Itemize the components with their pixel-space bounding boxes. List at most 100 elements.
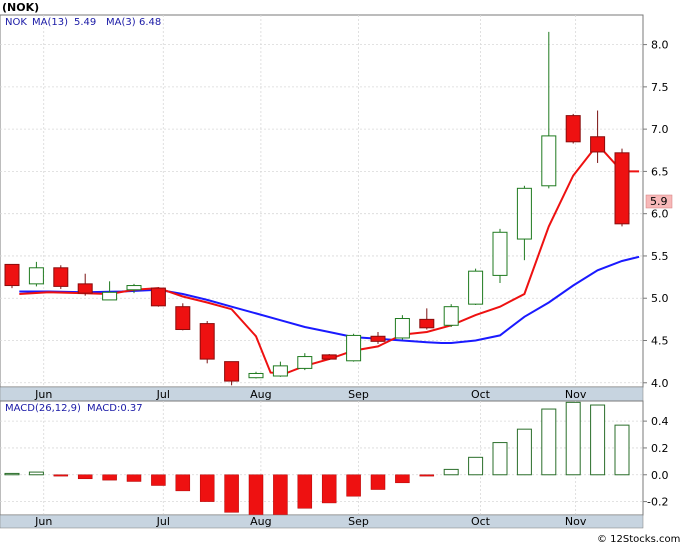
candle: [541, 31, 557, 189]
macd-y-tick-label: 0.4: [651, 415, 669, 428]
price-panel: [0, 14, 644, 388]
macd-bars-layer: [4, 401, 630, 520]
candle: [28, 261, 44, 287]
price-x-tick-label: Oct: [471, 388, 491, 401]
candle-body-down: [419, 318, 435, 329]
legend-symbol: NOK: [5, 17, 27, 28]
candle-body-down: [77, 283, 93, 294]
candle: [370, 332, 386, 344]
price-x-tick-label: Aug: [250, 388, 271, 401]
candles-layer: [4, 31, 630, 386]
macd-panel: [0, 400, 644, 516]
legend-ma13-value: 5.49: [74, 17, 96, 28]
macd-gridlines: [0, 420, 643, 502]
macd-bar-positive: [614, 424, 630, 476]
macd-x-tick-label: Aug: [250, 515, 271, 528]
last-price-tag: 5.9: [650, 195, 668, 208]
candle: [516, 185, 532, 261]
candle-body-up: [468, 270, 484, 305]
macd-bar-positive: [28, 471, 44, 476]
macd-bar-positive: [590, 404, 606, 476]
candle: [53, 265, 69, 289]
candle: [248, 371, 264, 379]
candle-body-up: [443, 306, 459, 326]
macd-bar-positive: [541, 408, 557, 476]
price-y-tick-label: 6.5: [651, 165, 669, 178]
candle-body-down: [175, 306, 191, 331]
price-x-tick-label: Nov: [565, 388, 587, 401]
candle-body-up: [346, 334, 362, 362]
price-x-tick-label: Jul: [156, 388, 170, 401]
candle: [199, 321, 215, 364]
macd-bar-negative: [395, 474, 410, 484]
price-y-tick-label: 8.0: [651, 39, 669, 52]
candle: [468, 268, 484, 305]
price-x-tick-label: Jun: [34, 388, 52, 401]
candle-body-down: [150, 287, 166, 307]
macd-y-axis: 0.4 0.2 0.0 -0.2: [643, 415, 669, 509]
candle-body-down: [4, 263, 20, 287]
price-y-tick-label: 4.5: [651, 335, 669, 348]
candle: [565, 113, 581, 144]
candle-body-down: [224, 361, 240, 382]
macd-bar-positive: [516, 428, 532, 476]
macd-bar-negative: [102, 474, 117, 481]
candle-body-up: [272, 365, 288, 377]
candle-body-down: [199, 323, 215, 360]
macd-x-tick-label: Jul: [156, 515, 170, 528]
candle: [492, 228, 508, 284]
macd-bar-negative: [126, 474, 142, 482]
last-price-tag-box: [645, 194, 673, 209]
candle-body-down: [565, 115, 581, 143]
candle-body-up: [102, 291, 118, 301]
candle: [102, 281, 118, 301]
macd-bar-negative: [224, 474, 239, 513]
macd-bar-negative: [199, 474, 215, 502]
price-y-tick-label: 5.0: [651, 292, 669, 305]
macd-bar-negative: [53, 474, 69, 477]
macd-bar-negative: [273, 474, 288, 516]
macd-bar-negative: [175, 474, 191, 492]
candle: [150, 287, 166, 307]
macd-bar-positive: [443, 468, 459, 476]
price-vertical-gridlines: [43, 15, 577, 387]
macd-x-tick-label: Jun: [34, 515, 52, 528]
macd-bar-negative: [321, 474, 337, 504]
candle-body-up: [126, 285, 142, 291]
price-y-tick-label: 6.0: [651, 208, 669, 221]
price-y-tick-label: 7.0: [651, 123, 669, 136]
macd-x-axis: Jun Jul Aug Sep Oct Nov: [34, 515, 587, 528]
candle: [272, 361, 288, 377]
candle-body-up: [28, 267, 44, 285]
price-x-axis: Jun Jul Aug Sep Oct Nov: [34, 388, 587, 401]
candle: [419, 308, 435, 330]
candle: [4, 263, 20, 289]
macd-bar-negative: [346, 474, 361, 497]
legend-ma13-label: MA(13): [32, 17, 68, 28]
candle-body-up: [297, 356, 313, 369]
price-y-axis: 4.0 4.5 5.0 5.5 6.0 6.5 7.0 7.5 8.0: [643, 39, 669, 390]
candle-body-down: [590, 136, 606, 153]
candle: [321, 354, 337, 360]
candle: [126, 283, 142, 294]
macd-bar-positive: [4, 472, 20, 476]
candle: [77, 273, 93, 296]
macd-y-tick-label: -0.2: [647, 496, 668, 509]
price-y-tick-label: 7.5: [651, 81, 669, 94]
price-x-axis-band: [0, 386, 644, 402]
macd-bar-negative: [248, 474, 264, 520]
candle: [297, 353, 313, 371]
macd-bar-negative: [151, 474, 166, 486]
candle-body-down: [321, 354, 337, 360]
macd-bar-negative: [370, 474, 386, 490]
legend-ma3-value: 6.48: [139, 17, 161, 28]
macd-bar-negative: [77, 474, 93, 480]
candle: [394, 315, 410, 340]
macd-bar-positive: [492, 442, 508, 476]
macd-bar-positive: [565, 401, 581, 476]
price-y-tick-label: 5.5: [651, 250, 669, 263]
macd-legend-label: MACD(26,12,9): [5, 403, 81, 414]
candle-body-up: [516, 187, 532, 240]
macd-legend-value: MACD:0.37: [87, 403, 143, 414]
candle: [175, 303, 191, 331]
